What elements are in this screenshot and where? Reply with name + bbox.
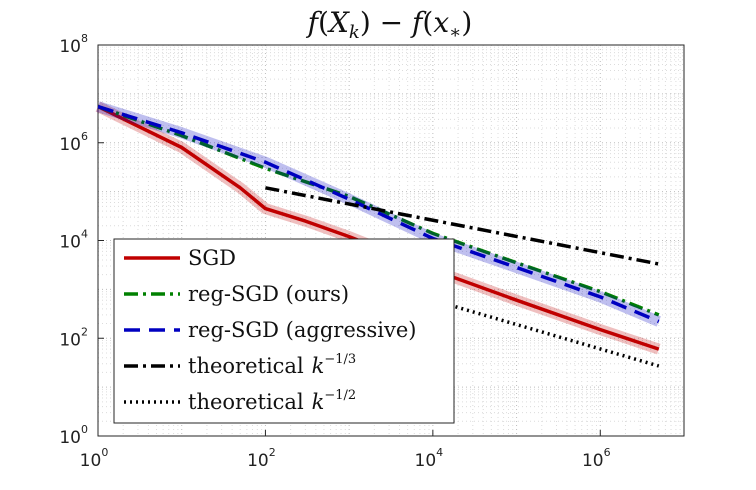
legend-label-3: theoretical k−1/3	[188, 352, 356, 378]
x-tick-label: 106	[582, 446, 611, 471]
series-line-2	[97, 104, 660, 324]
axis-ticks: 100 102 104 106 100 102 104 106 108	[59, 32, 610, 471]
legend-label-1: reg-SGD (ours)	[188, 282, 349, 306]
series-line-3	[265, 186, 660, 266]
y-tick-label: 104	[59, 228, 88, 253]
y-tick-label: 106	[59, 130, 88, 155]
series-line-1	[97, 104, 660, 317]
x-tick-label: 104	[415, 446, 444, 471]
chart-title: f(Xk) − f(x∗)	[306, 6, 473, 43]
legend: SGD reg-SGD (ours) reg-SGD (aggressive) the…	[113, 238, 455, 424]
y-tick-label: 108	[59, 32, 88, 57]
y-tick-label: 100	[59, 423, 88, 448]
series-line-0	[97, 105, 660, 351]
series-layer	[95, 101, 661, 368]
legend-label-2: reg-SGD (aggressive)	[188, 318, 417, 342]
x-tick-label: 102	[247, 446, 276, 471]
x-tick-label: 100	[80, 446, 109, 471]
legend-label-0: SGD	[188, 246, 236, 270]
grid	[97, 45, 684, 437]
legend-label-4: theoretical k−1/2	[188, 388, 356, 414]
legend-box	[113, 238, 455, 424]
series-line-4	[264, 249, 660, 368]
y-tick-label: 102	[59, 325, 88, 350]
